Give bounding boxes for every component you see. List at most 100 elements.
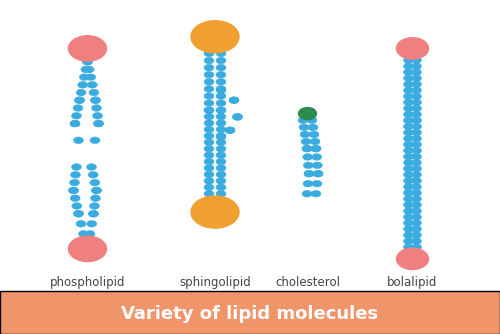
- Circle shape: [311, 190, 321, 197]
- Circle shape: [412, 105, 422, 112]
- Circle shape: [216, 86, 226, 92]
- Circle shape: [404, 93, 413, 100]
- Circle shape: [78, 230, 88, 237]
- Circle shape: [85, 230, 95, 237]
- Circle shape: [404, 81, 413, 88]
- Circle shape: [412, 123, 422, 130]
- Circle shape: [204, 107, 214, 114]
- Circle shape: [404, 153, 413, 160]
- Circle shape: [204, 133, 214, 139]
- Circle shape: [204, 184, 214, 191]
- Circle shape: [204, 165, 214, 171]
- Circle shape: [74, 137, 84, 144]
- Circle shape: [311, 145, 321, 152]
- Circle shape: [216, 133, 226, 139]
- Circle shape: [313, 170, 323, 177]
- Circle shape: [404, 214, 413, 220]
- Circle shape: [302, 145, 312, 152]
- Text: sphingolipid: sphingolipid: [179, 276, 251, 289]
- Circle shape: [298, 108, 316, 120]
- Circle shape: [299, 124, 309, 131]
- Circle shape: [92, 113, 102, 119]
- Circle shape: [404, 232, 413, 238]
- Circle shape: [82, 58, 92, 65]
- Circle shape: [204, 113, 214, 120]
- Circle shape: [90, 97, 101, 104]
- Circle shape: [308, 124, 318, 131]
- Circle shape: [204, 86, 214, 92]
- Circle shape: [412, 141, 422, 148]
- Circle shape: [72, 164, 82, 170]
- Circle shape: [404, 87, 413, 94]
- Text: Variety of lipid molecules: Variety of lipid molecules: [122, 306, 378, 323]
- Circle shape: [404, 195, 413, 202]
- Circle shape: [216, 145, 226, 152]
- Circle shape: [404, 141, 413, 148]
- Circle shape: [404, 129, 413, 136]
- Circle shape: [404, 123, 413, 130]
- Circle shape: [404, 135, 413, 142]
- Circle shape: [311, 145, 321, 152]
- Circle shape: [204, 139, 214, 146]
- Circle shape: [78, 81, 88, 88]
- Circle shape: [298, 117, 308, 124]
- Circle shape: [304, 170, 314, 177]
- Circle shape: [412, 171, 422, 178]
- Circle shape: [81, 66, 91, 73]
- Circle shape: [312, 154, 322, 160]
- Circle shape: [412, 202, 422, 208]
- Circle shape: [232, 114, 242, 120]
- Circle shape: [412, 99, 422, 106]
- Circle shape: [312, 162, 322, 169]
- Circle shape: [204, 145, 214, 152]
- Circle shape: [404, 111, 413, 118]
- Circle shape: [68, 187, 78, 194]
- Circle shape: [404, 69, 413, 75]
- Circle shape: [216, 64, 226, 71]
- Circle shape: [68, 36, 106, 61]
- Circle shape: [216, 100, 226, 107]
- Circle shape: [204, 190, 214, 197]
- Circle shape: [92, 187, 102, 194]
- Circle shape: [412, 87, 422, 94]
- Circle shape: [412, 153, 422, 160]
- Circle shape: [225, 127, 235, 134]
- Circle shape: [216, 78, 226, 85]
- Circle shape: [216, 134, 226, 140]
- Circle shape: [404, 226, 413, 232]
- Circle shape: [216, 93, 226, 100]
- Circle shape: [404, 189, 413, 196]
- Circle shape: [72, 203, 82, 209]
- Circle shape: [301, 138, 311, 145]
- Circle shape: [204, 178, 214, 184]
- Circle shape: [229, 97, 239, 104]
- Circle shape: [404, 165, 413, 172]
- Circle shape: [404, 220, 413, 226]
- Circle shape: [412, 63, 422, 69]
- Circle shape: [70, 179, 80, 186]
- Circle shape: [204, 100, 214, 107]
- Circle shape: [412, 232, 422, 238]
- Circle shape: [302, 190, 312, 197]
- Circle shape: [216, 107, 226, 114]
- Circle shape: [92, 187, 102, 194]
- Circle shape: [404, 117, 413, 124]
- Circle shape: [216, 113, 226, 120]
- Circle shape: [204, 64, 214, 71]
- Circle shape: [412, 159, 422, 166]
- Circle shape: [204, 107, 214, 114]
- Circle shape: [404, 202, 413, 208]
- Circle shape: [204, 126, 214, 133]
- Text: bolalipid: bolalipid: [388, 276, 438, 289]
- Circle shape: [412, 238, 422, 244]
- Circle shape: [204, 171, 214, 178]
- Circle shape: [86, 74, 96, 80]
- Circle shape: [412, 208, 422, 214]
- Circle shape: [216, 184, 226, 191]
- Circle shape: [74, 210, 84, 217]
- Circle shape: [412, 117, 422, 124]
- Circle shape: [302, 145, 312, 152]
- Circle shape: [204, 78, 214, 85]
- Circle shape: [412, 135, 422, 142]
- Circle shape: [412, 75, 422, 81]
